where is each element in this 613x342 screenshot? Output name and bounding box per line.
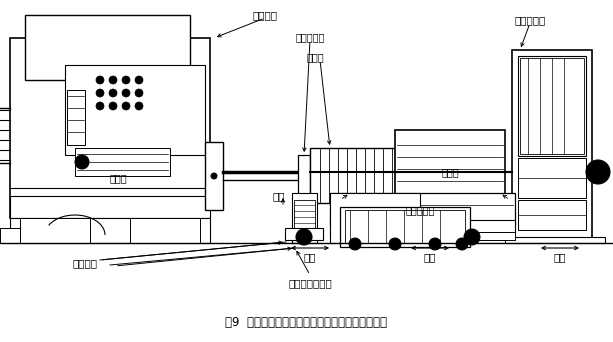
Bar (345, 210, 465, 243)
Text: 心押し台車: 心押し台車 (514, 15, 546, 25)
Bar (10, 38, 210, 218)
Circle shape (464, 229, 480, 245)
Bar (10, 218, 210, 243)
Circle shape (96, 76, 104, 84)
Text: 回転子片軸: 回転子片軸 (295, 32, 325, 42)
Bar (518, 56, 586, 156)
Text: 上昇: 上昇 (273, 191, 285, 201)
Circle shape (109, 102, 117, 110)
Text: チャック: チャック (253, 10, 278, 20)
Circle shape (211, 173, 217, 179)
Bar (292, 193, 317, 243)
Circle shape (349, 238, 361, 250)
Circle shape (586, 160, 610, 184)
Text: 回転子受け台車: 回転子受け台車 (288, 278, 332, 288)
Text: 回転子: 回転子 (306, 52, 324, 62)
Circle shape (296, 229, 312, 245)
Bar (518, 200, 586, 230)
Bar (65, 65, 205, 155)
Bar (512, 50, 592, 243)
Circle shape (109, 89, 117, 97)
Circle shape (109, 76, 117, 84)
Circle shape (96, 102, 104, 110)
Bar (340, 207, 470, 247)
Bar (330, 193, 420, 243)
Text: 固定子台車: 固定子台車 (405, 205, 435, 215)
Circle shape (135, 76, 143, 84)
Bar (25, 15, 190, 80)
Bar (285, 228, 323, 240)
Bar (330, 193, 515, 225)
Circle shape (300, 233, 308, 241)
Bar (395, 130, 505, 215)
Text: 図9  オーバーホールマシンによる回転子抜き作業: 図9 オーバーホールマシンによる回転子抜き作業 (225, 316, 387, 329)
Bar (67, 90, 85, 145)
Bar (75, 148, 170, 176)
Bar (10, 196, 210, 218)
Bar (0, 228, 20, 243)
Bar (130, 218, 200, 243)
Circle shape (429, 238, 441, 250)
Text: 走行: 走行 (554, 252, 566, 262)
Bar (20, 218, 90, 243)
Text: ジャッキ: ジャッキ (72, 258, 97, 268)
Circle shape (122, 102, 130, 110)
Circle shape (135, 89, 143, 97)
Bar (330, 232, 515, 240)
Bar (294, 200, 315, 235)
Bar (298, 155, 310, 197)
Bar (205, 142, 223, 210)
Bar (330, 220, 515, 235)
Bar (520, 58, 584, 154)
Text: 走行: 走行 (304, 252, 316, 262)
Circle shape (389, 238, 401, 250)
Bar (505, 237, 605, 243)
Circle shape (96, 89, 104, 97)
Circle shape (122, 76, 130, 84)
Bar (310, 148, 395, 203)
Circle shape (592, 166, 604, 178)
Circle shape (75, 155, 89, 169)
Circle shape (122, 89, 130, 97)
Text: 固定台: 固定台 (109, 173, 127, 183)
Circle shape (456, 238, 468, 250)
Text: 走行: 走行 (424, 252, 436, 262)
Circle shape (135, 102, 143, 110)
Text: 固定子: 固定子 (441, 167, 459, 177)
Bar (518, 158, 586, 198)
